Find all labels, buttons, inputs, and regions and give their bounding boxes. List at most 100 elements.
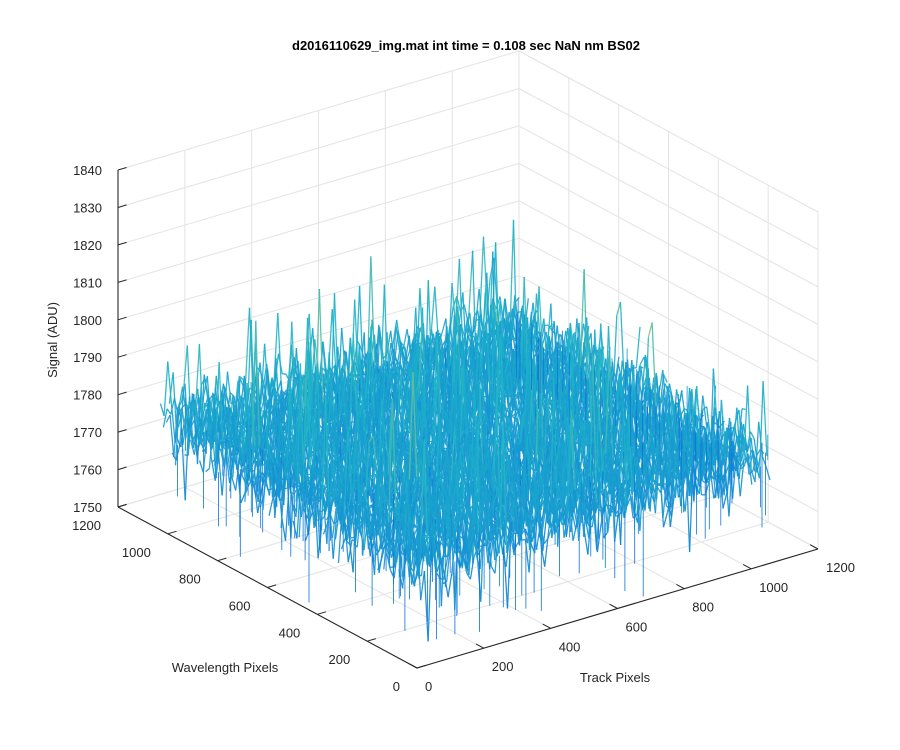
surface-segment bbox=[195, 408, 201, 444]
surface-segment bbox=[195, 344, 201, 406]
surface-segment bbox=[395, 326, 401, 352]
surface-segment bbox=[180, 428, 186, 501]
surface-segment bbox=[198, 460, 204, 473]
surface-segment bbox=[270, 403, 276, 410]
surface-segment bbox=[276, 389, 282, 417]
surface-segment bbox=[189, 439, 195, 455]
surface-segment bbox=[185, 396, 191, 439]
surface-segment bbox=[468, 250, 474, 314]
surface-segment bbox=[471, 332, 477, 350]
surface-segment bbox=[199, 442, 205, 448]
gridline bbox=[117, 88, 520, 208]
surface-segment bbox=[217, 451, 223, 496]
surface-segment bbox=[245, 307, 251, 379]
surface-segment bbox=[182, 345, 188, 390]
surface-segment bbox=[635, 326, 641, 369]
surface-segment bbox=[163, 361, 169, 416]
surface-segment bbox=[442, 326, 448, 362]
surface-segment bbox=[203, 395, 209, 410]
gridline bbox=[317, 494, 719, 615]
surface-segment bbox=[271, 358, 277, 433]
surface-segment bbox=[203, 403, 209, 447]
surface-segment bbox=[372, 343, 378, 367]
surface-segment bbox=[260, 464, 265, 467]
surface-segment bbox=[515, 297, 520, 303]
surface-segment bbox=[193, 428, 199, 455]
surface-segment bbox=[167, 361, 173, 405]
surface-segment bbox=[233, 380, 239, 416]
surface-segment bbox=[175, 444, 181, 461]
surface-segment bbox=[226, 371, 232, 405]
surface-segment bbox=[198, 344, 204, 431]
surface-segment bbox=[482, 236, 488, 306]
surface-segment bbox=[172, 372, 178, 438]
surface-segment bbox=[277, 312, 283, 391]
surface-segment bbox=[380, 284, 386, 385]
surface-segment bbox=[159, 403, 165, 417]
surface-segment bbox=[389, 361, 394, 367]
surface-segment bbox=[331, 309, 337, 373]
surface-segment bbox=[179, 389, 185, 445]
surface-segment bbox=[362, 359, 368, 371]
surface-segment bbox=[281, 517, 287, 541]
surface-segment bbox=[478, 316, 484, 331]
surface-segment bbox=[192, 430, 198, 448]
surface-segment bbox=[263, 343, 269, 396]
surface-segment bbox=[378, 372, 383, 376]
surface-segment bbox=[341, 327, 347, 375]
surface-segment bbox=[200, 402, 206, 439]
surface-segment bbox=[166, 408, 172, 415]
surface-segment bbox=[260, 395, 266, 412]
surface-segment bbox=[386, 330, 392, 355]
surface-segment bbox=[181, 409, 187, 439]
surface-segment bbox=[474, 288, 480, 328]
surface-segment bbox=[169, 414, 175, 458]
surface-segment bbox=[471, 250, 477, 371]
gridline bbox=[518, 162, 819, 325]
surface-segment bbox=[392, 319, 398, 345]
surface-segment bbox=[430, 286, 436, 334]
surface-segment bbox=[177, 409, 183, 428]
surface-segment bbox=[639, 356, 645, 365]
surface-segment bbox=[238, 375, 244, 380]
surface-segment bbox=[173, 407, 179, 458]
surface-segment bbox=[201, 414, 207, 438]
surface-segment bbox=[168, 372, 174, 404]
surface-segment bbox=[279, 450, 284, 453]
surface-segment bbox=[504, 323, 510, 343]
gridline bbox=[117, 200, 520, 321]
surface-segment bbox=[396, 319, 402, 348]
surface-segment bbox=[390, 342, 396, 363]
surface-segment bbox=[193, 441, 198, 448]
surface-segment bbox=[441, 318, 447, 333]
surface-segment bbox=[231, 476, 237, 491]
surface-segment bbox=[266, 403, 272, 406]
surface-segment bbox=[194, 399, 200, 446]
gridline bbox=[518, 88, 819, 250]
surface-segment bbox=[282, 373, 287, 375]
gridline bbox=[518, 50, 819, 213]
surface-segment bbox=[370, 256, 376, 369]
surface-segment bbox=[402, 329, 408, 349]
surface-segment bbox=[183, 406, 189, 422]
surface-segment bbox=[191, 430, 198, 443]
surface-segment bbox=[333, 293, 339, 392]
surface-segment bbox=[165, 414, 171, 423]
surface-segment bbox=[184, 417, 190, 501]
surface-segment bbox=[190, 399, 196, 417]
surface-segment bbox=[186, 416, 192, 450]
gridline bbox=[518, 200, 819, 363]
surface-segment bbox=[401, 342, 406, 349]
surface-segment bbox=[250, 319, 256, 436]
surface-segment bbox=[273, 312, 279, 381]
surface-segment bbox=[270, 382, 276, 396]
surface-segment bbox=[240, 493, 246, 504]
surface-segment bbox=[397, 343, 403, 385]
surface-segment bbox=[263, 370, 269, 414]
surface-segment bbox=[248, 422, 253, 425]
surface-segment bbox=[202, 376, 208, 397]
gridline bbox=[117, 125, 520, 246]
surface-segment bbox=[350, 420, 355, 423]
